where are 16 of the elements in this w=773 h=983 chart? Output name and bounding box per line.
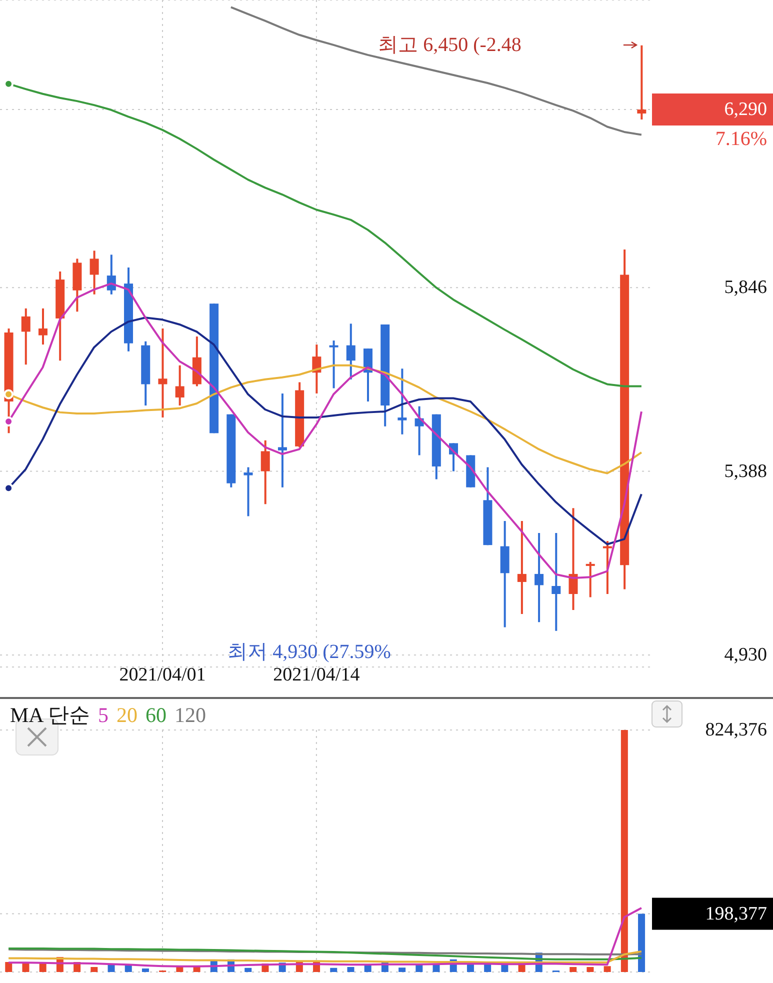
- text: 120: [174, 703, 206, 727]
- legend-title: MA 단순: [10, 703, 90, 727]
- y-tick-label: 198,377: [705, 903, 767, 924]
- x-tick-label: 2021/04/01: [119, 664, 206, 686]
- annotation: 최고 6,450 (-2.48: [378, 34, 522, 56]
- x-tick-label: 2021/04/14: [273, 664, 360, 686]
- text: 60: [145, 703, 166, 727]
- annotation: 최저 4,930 (27.59%: [228, 641, 391, 663]
- y-tick-label: 4,930: [724, 644, 767, 666]
- y-tick-label: 824,376: [705, 720, 767, 740]
- text: 7.16%: [715, 128, 767, 150]
- text: 5: [98, 703, 108, 727]
- y-tick-label: 5,846: [724, 277, 767, 298]
- y-tick-label: 5,388: [724, 460, 767, 482]
- y-tick-label: 6,290: [724, 98, 767, 120]
- text: 20: [116, 703, 138, 727]
